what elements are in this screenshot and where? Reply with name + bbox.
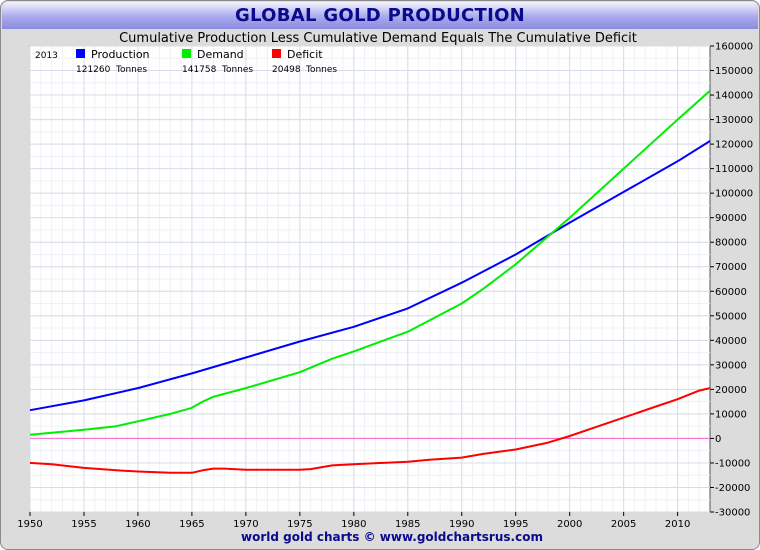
y-tick-label: 20000 [715,385,747,396]
x-tick-label: 1960 [125,519,150,530]
legend: 2013 Production 121260 Tonnes Demand 141… [35,48,337,75]
x-tick-label: 2010 [665,519,690,530]
legend-year: 2013 [35,51,58,61]
y-tick-label: 70000 [715,262,747,273]
legend-value-deficit: 20498 [272,65,301,75]
series-line-production [29,140,711,412]
y-tick-label: 30000 [715,360,747,371]
y-tick-label: -30000 [715,508,750,519]
y-tick-label: 80000 [715,238,747,249]
x-tick-label: 1950 [17,519,42,530]
grid [29,45,710,513]
series-layer [29,89,711,474]
x-tick-label: 1970 [233,519,258,530]
legend-value-demand: 141758 [182,65,217,75]
y-tick-label: 10000 [715,409,747,420]
y-tick-label: 120000 [715,140,753,151]
x-tick-label: 1965 [179,519,204,530]
y-tick-label: -20000 [715,483,750,494]
series-line-demand [29,89,711,436]
y-tick-label: 150000 [715,66,753,77]
x-tick-label: 1975 [287,519,312,530]
x-tick-label: 1980 [341,519,366,530]
y-tick-label: 50000 [715,311,747,322]
legend-swatch-demand [182,49,191,58]
x-tick-label: 1985 [395,519,420,530]
chart-footer: world gold charts © www.goldchartsrus.co… [241,530,543,544]
chart-subtitle: Cumulative Production Less Cumulative De… [119,31,637,46]
legend-label-production: Production [91,48,150,61]
y-tick-label: 90000 [715,213,747,224]
legend-unit-production: Tonnes [115,65,147,75]
x-tick-label: 1995 [503,519,528,530]
legend-swatch-deficit [272,49,281,58]
title-bar: GLOBAL GOLD PRODUCTION [2,2,758,29]
y-tick-label: 100000 [715,189,753,200]
y-tick-label: 160000 [715,42,753,53]
legend-unit-deficit: Tonnes [305,65,337,75]
legend-unit-demand: Tonnes [221,65,253,75]
y-tick-label: -10000 [715,458,750,469]
legend-label-demand: Demand [197,48,244,61]
y-tick-label: 0 [715,434,721,445]
legend-label-deficit: Deficit [287,48,323,61]
y-tick-label: 40000 [715,336,747,347]
legend-swatch-production [76,49,85,58]
x-tick-label: 2005 [611,519,636,530]
y-tick-label: 140000 [715,91,753,102]
y-tick-label: 60000 [715,287,747,298]
x-tick-label: 1990 [449,519,474,530]
legend-value-production: 121260 [76,65,111,75]
axes: -30000 -20000 -10000 0 10000 20000 30000 40000 5… [17,42,753,531]
y-tick-label: 130000 [715,115,753,126]
series-line-deficit [29,387,711,474]
x-tick-label: 1955 [71,519,96,530]
x-tick-label: 2000 [557,519,582,530]
chart-title: GLOBAL GOLD PRODUCTION [234,5,526,26]
y-tick-label: 110000 [715,164,753,175]
